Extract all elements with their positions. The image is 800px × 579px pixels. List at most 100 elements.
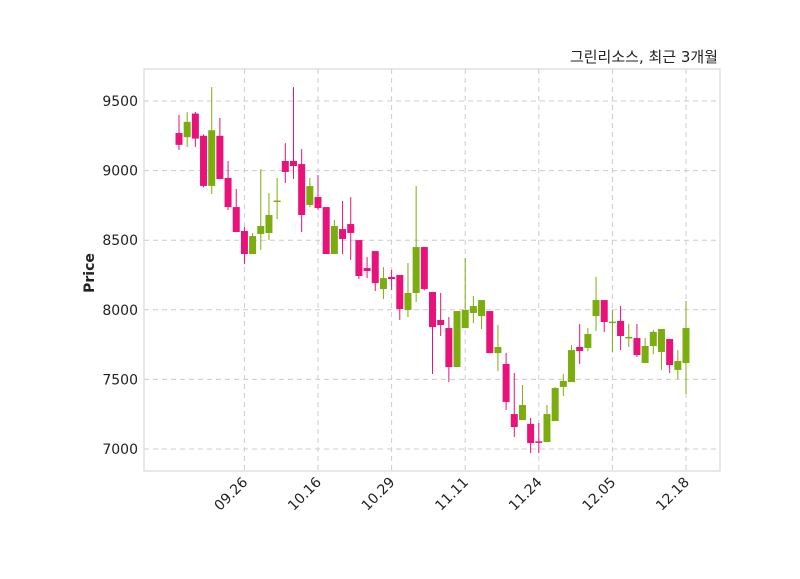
candle-up — [608, 309, 616, 352]
candle-down — [216, 117, 224, 179]
candle-body — [396, 275, 404, 309]
candle-down — [420, 247, 428, 291]
candle-up — [584, 328, 592, 352]
candle-body — [224, 177, 232, 208]
candle-body — [322, 207, 330, 254]
candle-body — [281, 161, 289, 173]
candle-body — [592, 300, 600, 317]
y-tick-labels: 7000 7500 8000 8500 9000 9500 — [102, 94, 138, 458]
candle-body — [437, 319, 445, 325]
candle-body — [191, 113, 199, 139]
candle-body — [273, 200, 281, 203]
y-axis-label: Price — [82, 253, 98, 293]
x-tick-label: 11.11 — [432, 475, 472, 515]
candle-up — [518, 384, 526, 421]
candle-body — [208, 130, 216, 186]
candle-body — [175, 133, 183, 145]
candle-body — [200, 135, 208, 186]
candle-up — [257, 169, 265, 250]
candle-up — [478, 300, 486, 330]
candle-up — [412, 186, 420, 303]
candle-body — [543, 414, 551, 443]
candle-body — [600, 300, 608, 323]
x-tick-label: 09.26 — [212, 474, 252, 514]
candle-down — [339, 200, 347, 254]
candle-body — [649, 331, 657, 347]
x-tick-labels: 09.26 10.16 10.29 11.11 11.24 12.05 12.18 — [212, 474, 693, 514]
candle-down — [445, 317, 453, 383]
candle-up — [592, 276, 600, 331]
candle-up — [404, 263, 412, 318]
candle-up — [461, 258, 469, 329]
candle-body — [559, 380, 567, 387]
candle-up — [273, 177, 281, 220]
candle-down — [363, 257, 371, 279]
candle-body — [314, 197, 322, 209]
candle-up — [551, 387, 559, 422]
candle-down — [355, 240, 363, 280]
candle-body — [608, 321, 616, 324]
candle-body — [249, 236, 257, 254]
y-tick-label: 8000 — [102, 303, 138, 319]
candle-body — [355, 240, 363, 276]
candle-up — [453, 311, 461, 368]
x-tick-label: 10.29 — [359, 475, 399, 515]
x-tick-label: 12.18 — [653, 475, 693, 515]
candle-down — [437, 292, 445, 336]
candle-down — [298, 149, 306, 232]
candle-body — [429, 291, 436, 328]
candle-body — [363, 268, 371, 271]
candle-body — [461, 309, 469, 329]
y-tick-label: 7000 — [102, 442, 138, 458]
candle-up — [682, 301, 690, 395]
candle-up — [625, 324, 633, 347]
candle-up — [657, 329, 665, 370]
candle-up — [568, 345, 576, 383]
candle-down — [600, 300, 608, 333]
candle-body — [657, 329, 665, 352]
candle-up — [674, 350, 682, 379]
candle-up — [330, 220, 338, 255]
candle-up — [379, 267, 387, 299]
candle-up — [543, 405, 551, 443]
candle-down — [527, 417, 535, 454]
candle-body — [265, 215, 273, 233]
candle-body — [420, 247, 428, 290]
candle-up — [641, 338, 649, 363]
candle-down — [232, 188, 240, 232]
candle-body — [527, 423, 535, 444]
candle-down — [535, 422, 543, 454]
candle-body — [371, 251, 379, 284]
candle-up — [208, 87, 216, 194]
candle-body — [330, 226, 338, 254]
candle-up — [183, 112, 191, 147]
candle-down — [371, 251, 379, 292]
candle-down — [502, 352, 510, 411]
candle-body — [551, 388, 559, 422]
candle-down — [510, 373, 518, 438]
candle-body — [494, 346, 502, 354]
candle-body — [232, 207, 240, 232]
candle-down — [240, 226, 248, 265]
y-tick-label: 9500 — [102, 94, 138, 110]
candle-down — [200, 134, 208, 188]
candle-up — [559, 373, 567, 396]
candle-body — [486, 311, 494, 354]
y-tick-label: 8500 — [102, 233, 138, 249]
candle-down — [191, 112, 199, 147]
candle-body — [535, 441, 543, 443]
candle-body — [518, 405, 526, 421]
candle-body — [388, 276, 396, 280]
x-tick-label: 11.24 — [506, 474, 546, 514]
candle-down — [224, 161, 232, 211]
candle-body — [404, 292, 412, 310]
y-tick-label: 9000 — [102, 164, 138, 180]
candle-up — [469, 296, 477, 324]
chart-title: 그린리소스, 최근 3개월 — [570, 48, 718, 66]
candle-down — [396, 275, 404, 320]
candle-body — [502, 363, 510, 402]
candle-body — [666, 339, 674, 366]
candle-body — [478, 300, 486, 317]
candle-down — [347, 197, 355, 260]
